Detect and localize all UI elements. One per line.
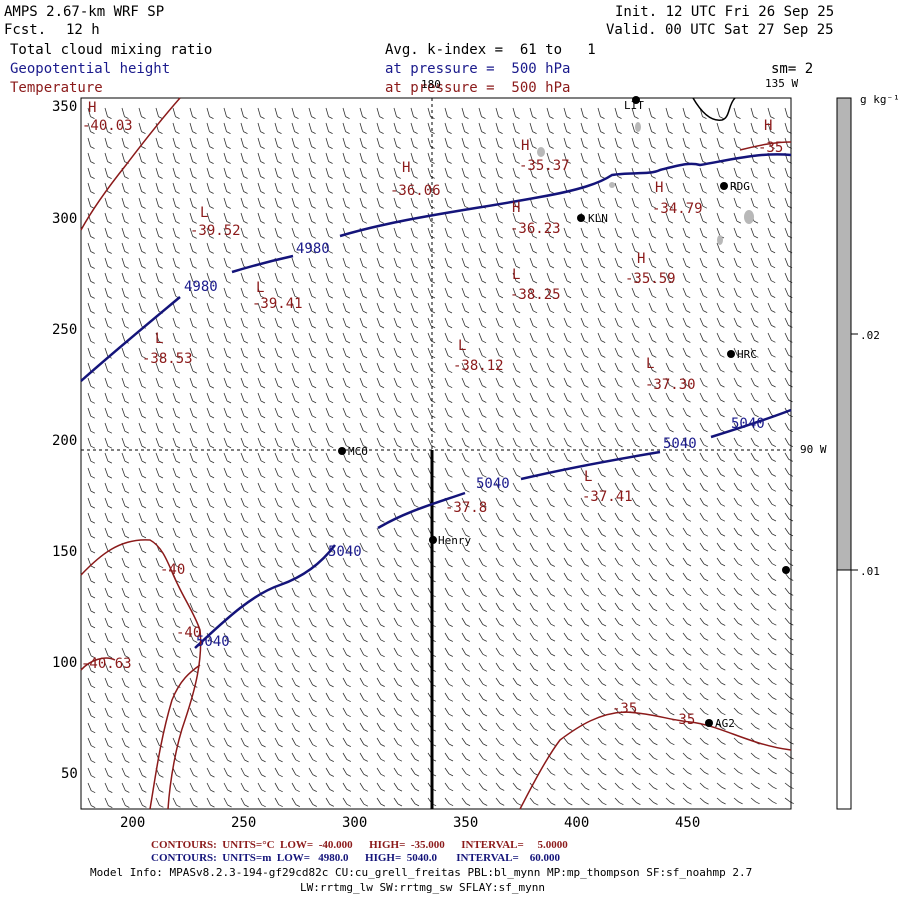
temp-value: -36.23 <box>510 221 561 237</box>
colorbar-high <box>836 97 852 571</box>
x-tick: 450 <box>675 815 701 831</box>
temp-low-marker: L <box>584 469 593 485</box>
x-tick: 300 <box>342 815 368 831</box>
temp-high-marker: H <box>655 180 664 196</box>
x-tick: 350 <box>453 815 479 831</box>
field-geopotential: Geopotential height <box>10 61 171 77</box>
x-tick: 250 <box>231 815 257 831</box>
y-tick: 300 <box>52 211 78 227</box>
colorbar-label: .02 <box>860 329 880 342</box>
height-label: 5040 <box>731 416 765 432</box>
y-tick: 250 <box>52 322 78 338</box>
field-cloud: Total cloud mixing ratio <box>10 42 213 58</box>
cloud-shading <box>537 122 754 245</box>
temp-high-marker: H <box>88 100 97 116</box>
kindex-text: Avg. k-index = 61 to 1 <box>385 42 596 58</box>
pressure-temperature: at pressure = 500 hPa <box>385 80 571 96</box>
contour-info-temperature: CONTOURS: UNITS=°C LOW= -40.000 HIGH= -3… <box>151 839 568 851</box>
temp-value: -36.06 <box>390 183 441 199</box>
temp-value: -40.63 <box>81 656 132 672</box>
pressure-geopotential: at pressure = 500 hPa <box>385 61 571 77</box>
temp-value: -35.59 <box>625 271 676 287</box>
forecast-label: Fcst. <box>4 22 47 38</box>
temp-value: -37.8 <box>445 500 488 516</box>
temp-value: -38.12 <box>453 358 504 374</box>
temp-low-marker: L <box>646 356 655 372</box>
temp-value: -39.41 <box>252 296 303 312</box>
smoothing-text: sm= 2 <box>771 61 814 77</box>
contour-info-height: CONTOURS: UNITS=m LOW= 4980.0 HIGH= 5040… <box>151 852 561 864</box>
temp-high-marker: H <box>402 160 411 176</box>
temp-value: -35 <box>670 712 696 728</box>
wind-barb-field <box>87 107 794 808</box>
temp-low-marker: L <box>155 331 164 347</box>
temp-high-marker: H <box>764 118 773 134</box>
temp-value: -34.79 <box>652 201 703 217</box>
colorbar-label: .01 <box>860 565 880 578</box>
height-label: 5040 <box>663 436 697 452</box>
station-label-lit: LIT <box>624 99 644 112</box>
temp-value: -35 <box>758 140 784 156</box>
station-label-mco: MCO <box>348 445 368 458</box>
lon-label-180: 180 <box>421 78 441 91</box>
temp-value: -37.30 <box>645 377 696 393</box>
colorbar-unit: g kg⁻¹ <box>860 93 900 106</box>
y-tick: 150 <box>52 544 78 560</box>
temp-value: -38.25 <box>510 287 561 303</box>
lon-label-90w: 90 W <box>800 443 827 456</box>
temp-value: -40 <box>176 625 202 641</box>
field-temperature: Temperature <box>10 80 103 96</box>
height-label: 5040 <box>196 634 230 650</box>
height-label: 4980 <box>184 279 218 295</box>
height-label: 5040 <box>476 476 510 492</box>
station-label-ag2: AG2 <box>715 717 735 730</box>
temp-value: -35.37 <box>519 158 570 174</box>
coastline <box>692 97 736 121</box>
height-label: 5040 <box>328 544 362 560</box>
height-contours <box>80 153 792 649</box>
x-tick: 200 <box>120 815 146 831</box>
model-info-line2: LW:rrtmg_lw SW:rrtmg_sw SFLAY:sf_mynn <box>300 881 546 894</box>
temp-low-marker: L <box>512 267 521 283</box>
temp-value: -40 <box>160 562 186 578</box>
lon-label-135w: 135 W <box>765 77 799 90</box>
forecast-value: 12 h <box>66 22 100 38</box>
wind-barbs <box>87 107 794 808</box>
station-label-hrc: HRC <box>737 348 757 361</box>
temp-high-marker: H <box>512 200 521 216</box>
temp-value: -38.53 <box>142 351 193 367</box>
model-title: AMPS 2.67-km WRF SP <box>4 4 165 20</box>
y-tick: 350 <box>52 99 78 115</box>
temp-value: -39.52 <box>190 223 241 239</box>
init-time: Init. 12 UTC Fri 26 Sep 25 <box>615 4 835 20</box>
station-markers <box>338 96 790 727</box>
station-label-rdg: RDG <box>730 180 750 193</box>
temp-low-marker: L <box>200 205 209 221</box>
temp-value: -40.03 <box>82 118 133 134</box>
temperature-contours <box>80 97 792 810</box>
height-label: 4980 <box>296 241 330 257</box>
y-tick: 50 <box>61 766 78 782</box>
y-tick: 100 <box>52 655 78 671</box>
colorbar-low <box>836 569 852 810</box>
map-frame <box>80 97 792 810</box>
x-tick: 400 <box>564 815 590 831</box>
station-label-henry: Henry <box>438 534 472 547</box>
temp-value: -35 <box>612 701 638 717</box>
y-tick: 200 <box>52 433 78 449</box>
temp-low-marker: L <box>458 338 467 354</box>
station-label-kln: KLN <box>588 212 608 225</box>
model-info-line1: Model Info: MPASv8.2.3-194-gf29cd82c CU:… <box>90 866 753 879</box>
temp-low-marker: L <box>256 280 265 296</box>
temp-high-marker: H <box>521 138 530 154</box>
temp-high-marker: H <box>637 251 646 267</box>
valid-time: Valid. 00 UTC Sat 27 Sep 25 <box>606 22 834 38</box>
temp-value: -37.41 <box>582 489 633 505</box>
